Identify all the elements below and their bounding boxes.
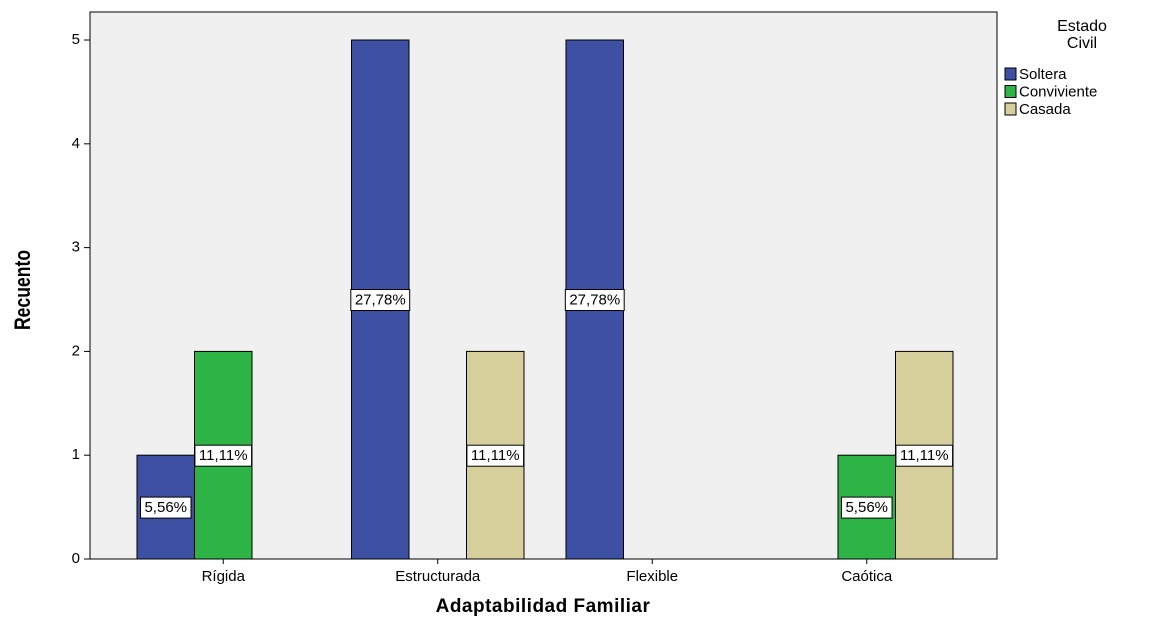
data-label: 11,11% — [471, 447, 520, 464]
legend-swatch — [1004, 67, 1017, 81]
y-tick-label: 3 — [72, 239, 80, 256]
x-tick-label: Estructurada — [395, 568, 481, 585]
data-label: 5,56% — [845, 499, 888, 516]
x-tick-label: Flexible — [626, 568, 678, 585]
data-label: 27,78% — [355, 291, 406, 308]
data-label-box — [466, 444, 525, 467]
data-label-box — [895, 444, 954, 467]
data-label: 5,56% — [144, 499, 187, 516]
data-label-box — [194, 444, 253, 467]
y-tick-label: 2 — [72, 342, 80, 359]
legend-label: Conviviente — [1019, 83, 1097, 100]
y-axis-title: Recuento — [11, 250, 35, 330]
x-tick-label: Rígida — [202, 568, 246, 585]
data-label: 11,11% — [199, 447, 248, 464]
legend-title: Estado Civil — [1057, 18, 1107, 52]
data-label-box — [840, 496, 893, 519]
y-tick-label: 1 — [72, 446, 80, 463]
y-tick-label: 0 — [72, 550, 80, 567]
legend-title-box: Estado Civil — [1057, 18, 1107, 52]
legend-label: Casada — [1019, 101, 1071, 118]
legend-label: Soltera — [1019, 66, 1067, 83]
data-label-box — [564, 289, 625, 312]
legend-swatch — [1004, 85, 1017, 98]
data-label-box — [139, 496, 192, 519]
data-label: 27,78% — [569, 291, 620, 308]
legend-swatch — [1004, 102, 1017, 116]
data-label-box — [350, 289, 411, 312]
x-axis-title: Adaptabilidad Familiar — [436, 596, 651, 617]
y-tick-label: 5 — [72, 31, 80, 48]
x-tick-label: Caótica — [841, 568, 893, 585]
y-tick-label: 4 — [72, 135, 80, 152]
data-label: 11,11% — [900, 447, 949, 464]
